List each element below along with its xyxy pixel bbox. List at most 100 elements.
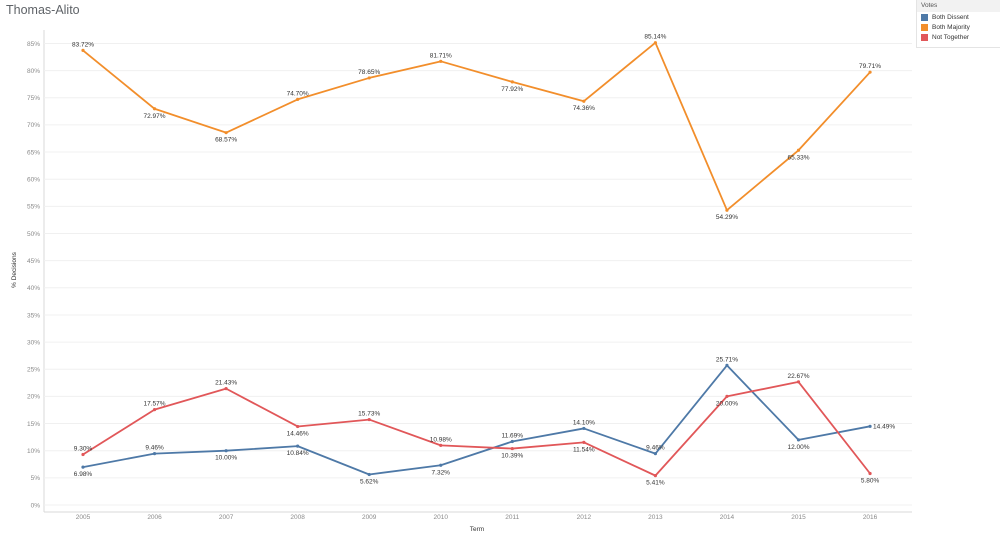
data-label: 9.30% bbox=[74, 446, 93, 453]
legend[interactable]: Votes Both Dissent Both Majority Not Tog… bbox=[916, 0, 1000, 48]
data-point bbox=[510, 80, 514, 84]
y-tick-label: 65% bbox=[27, 149, 40, 156]
data-point bbox=[510, 446, 514, 451]
data-point bbox=[296, 444, 300, 448]
data-label: 10.00% bbox=[215, 455, 237, 462]
data-point bbox=[582, 426, 586, 431]
data-label: 11.54% bbox=[573, 446, 595, 453]
x-axis-title: Term bbox=[470, 526, 484, 533]
data-point bbox=[653, 452, 658, 456]
data-point bbox=[868, 471, 872, 476]
chart-title: Thomas-Alito bbox=[6, 3, 80, 17]
x-tick-label: 2007 bbox=[219, 514, 234, 521]
data-label: 79.71% bbox=[859, 63, 881, 70]
data-label: 65.33% bbox=[787, 154, 809, 161]
series-line bbox=[82, 381, 871, 477]
legend-swatch bbox=[921, 13, 928, 21]
data-label: 10.98% bbox=[430, 436, 452, 443]
y-tick-label: 85% bbox=[27, 41, 40, 48]
data-point bbox=[367, 417, 371, 422]
data-label: 5.41% bbox=[646, 480, 665, 487]
data-label: 9.46% bbox=[145, 445, 164, 452]
x-tick-label: 2015 bbox=[791, 514, 806, 521]
data-point bbox=[868, 424, 872, 428]
series-line bbox=[82, 41, 871, 212]
y-tick-label: 30% bbox=[27, 339, 40, 346]
data-point bbox=[367, 76, 371, 80]
x-tick-label: 2005 bbox=[76, 514, 91, 521]
data-point bbox=[367, 472, 371, 477]
data-point bbox=[653, 474, 658, 478]
data-label: 14.46% bbox=[287, 430, 309, 437]
legend-label: Both Majority bbox=[932, 23, 970, 31]
data-point bbox=[296, 97, 300, 101]
y-tick-label: 60% bbox=[27, 177, 40, 184]
data-label: 7.32% bbox=[432, 469, 451, 476]
data-label: 14.10% bbox=[573, 419, 595, 426]
x-tick-label: 2009 bbox=[362, 514, 377, 521]
legend-swatch bbox=[921, 33, 928, 41]
data-point bbox=[725, 208, 729, 212]
data-point bbox=[510, 439, 514, 444]
data-point bbox=[796, 148, 801, 152]
y-tick-label: 75% bbox=[27, 95, 40, 102]
data-label: 83.72% bbox=[72, 41, 94, 48]
legend-swatch bbox=[921, 23, 928, 31]
y-tick-label: 0% bbox=[31, 502, 41, 509]
y-tick-label: 70% bbox=[27, 122, 40, 129]
data-label: 20.00% bbox=[716, 400, 738, 407]
y-tick-label: 80% bbox=[27, 68, 40, 75]
data-label: 22.67% bbox=[787, 373, 809, 380]
legend-item-not-together[interactable]: Not Together bbox=[917, 32, 1000, 42]
y-tick-label: 20% bbox=[27, 394, 40, 401]
legend-item-both-majority[interactable]: Both Majority bbox=[917, 22, 1000, 32]
y-tick-label: 45% bbox=[27, 258, 40, 265]
x-tick-label: 2014 bbox=[720, 514, 735, 521]
data-label: 81.71% bbox=[430, 52, 452, 59]
data-point bbox=[439, 463, 443, 467]
legend-title: Votes bbox=[917, 0, 1000, 12]
y-tick-label: 25% bbox=[27, 367, 40, 374]
data-label: 54.29% bbox=[716, 214, 738, 221]
x-tick-label: 2016 bbox=[863, 514, 878, 521]
y-tick-label: 15% bbox=[27, 421, 40, 428]
legend-label: Not Together bbox=[932, 33, 970, 41]
data-label: 78.65% bbox=[358, 69, 380, 76]
data-label: 72.97% bbox=[144, 113, 166, 120]
data-label: 74.36% bbox=[573, 105, 595, 112]
data-point bbox=[653, 41, 658, 45]
y-tick-label: 5% bbox=[31, 475, 41, 482]
data-point bbox=[796, 380, 801, 384]
series-line bbox=[82, 364, 871, 476]
x-tick-label: 2012 bbox=[577, 514, 592, 521]
data-label: 5.80% bbox=[861, 478, 880, 485]
data-point bbox=[582, 99, 586, 103]
data-point bbox=[796, 438, 801, 442]
data-point bbox=[725, 394, 729, 398]
legend-label: Both Dissent bbox=[932, 13, 969, 21]
legend-item-both-dissent[interactable]: Both Dissent bbox=[917, 12, 1000, 22]
y-tick-label: 50% bbox=[27, 231, 40, 238]
y-tick-label: 10% bbox=[27, 448, 40, 455]
data-label: 10.84% bbox=[287, 450, 309, 457]
data-point bbox=[152, 407, 157, 412]
y-tick-label: 55% bbox=[27, 204, 40, 211]
x-tick-label: 2006 bbox=[147, 514, 162, 521]
y-tick-label: 35% bbox=[27, 312, 40, 319]
data-point bbox=[224, 449, 228, 453]
data-label: 14.49% bbox=[873, 424, 895, 431]
data-point bbox=[152, 107, 157, 111]
y-tick-label: 40% bbox=[27, 285, 40, 292]
data-label: 17.57% bbox=[144, 401, 166, 408]
data-label: 15.73% bbox=[358, 411, 380, 418]
data-point bbox=[81, 452, 85, 457]
data-point bbox=[296, 424, 300, 429]
x-tick-label: 2010 bbox=[434, 514, 449, 521]
data-label: 9.46% bbox=[646, 445, 665, 452]
data-point bbox=[725, 363, 729, 367]
y-axis-title: % Decisions bbox=[11, 251, 18, 288]
data-label: 6.98% bbox=[74, 471, 93, 478]
data-label: 12.00% bbox=[787, 444, 809, 451]
data-label: 85.14% bbox=[644, 34, 666, 41]
